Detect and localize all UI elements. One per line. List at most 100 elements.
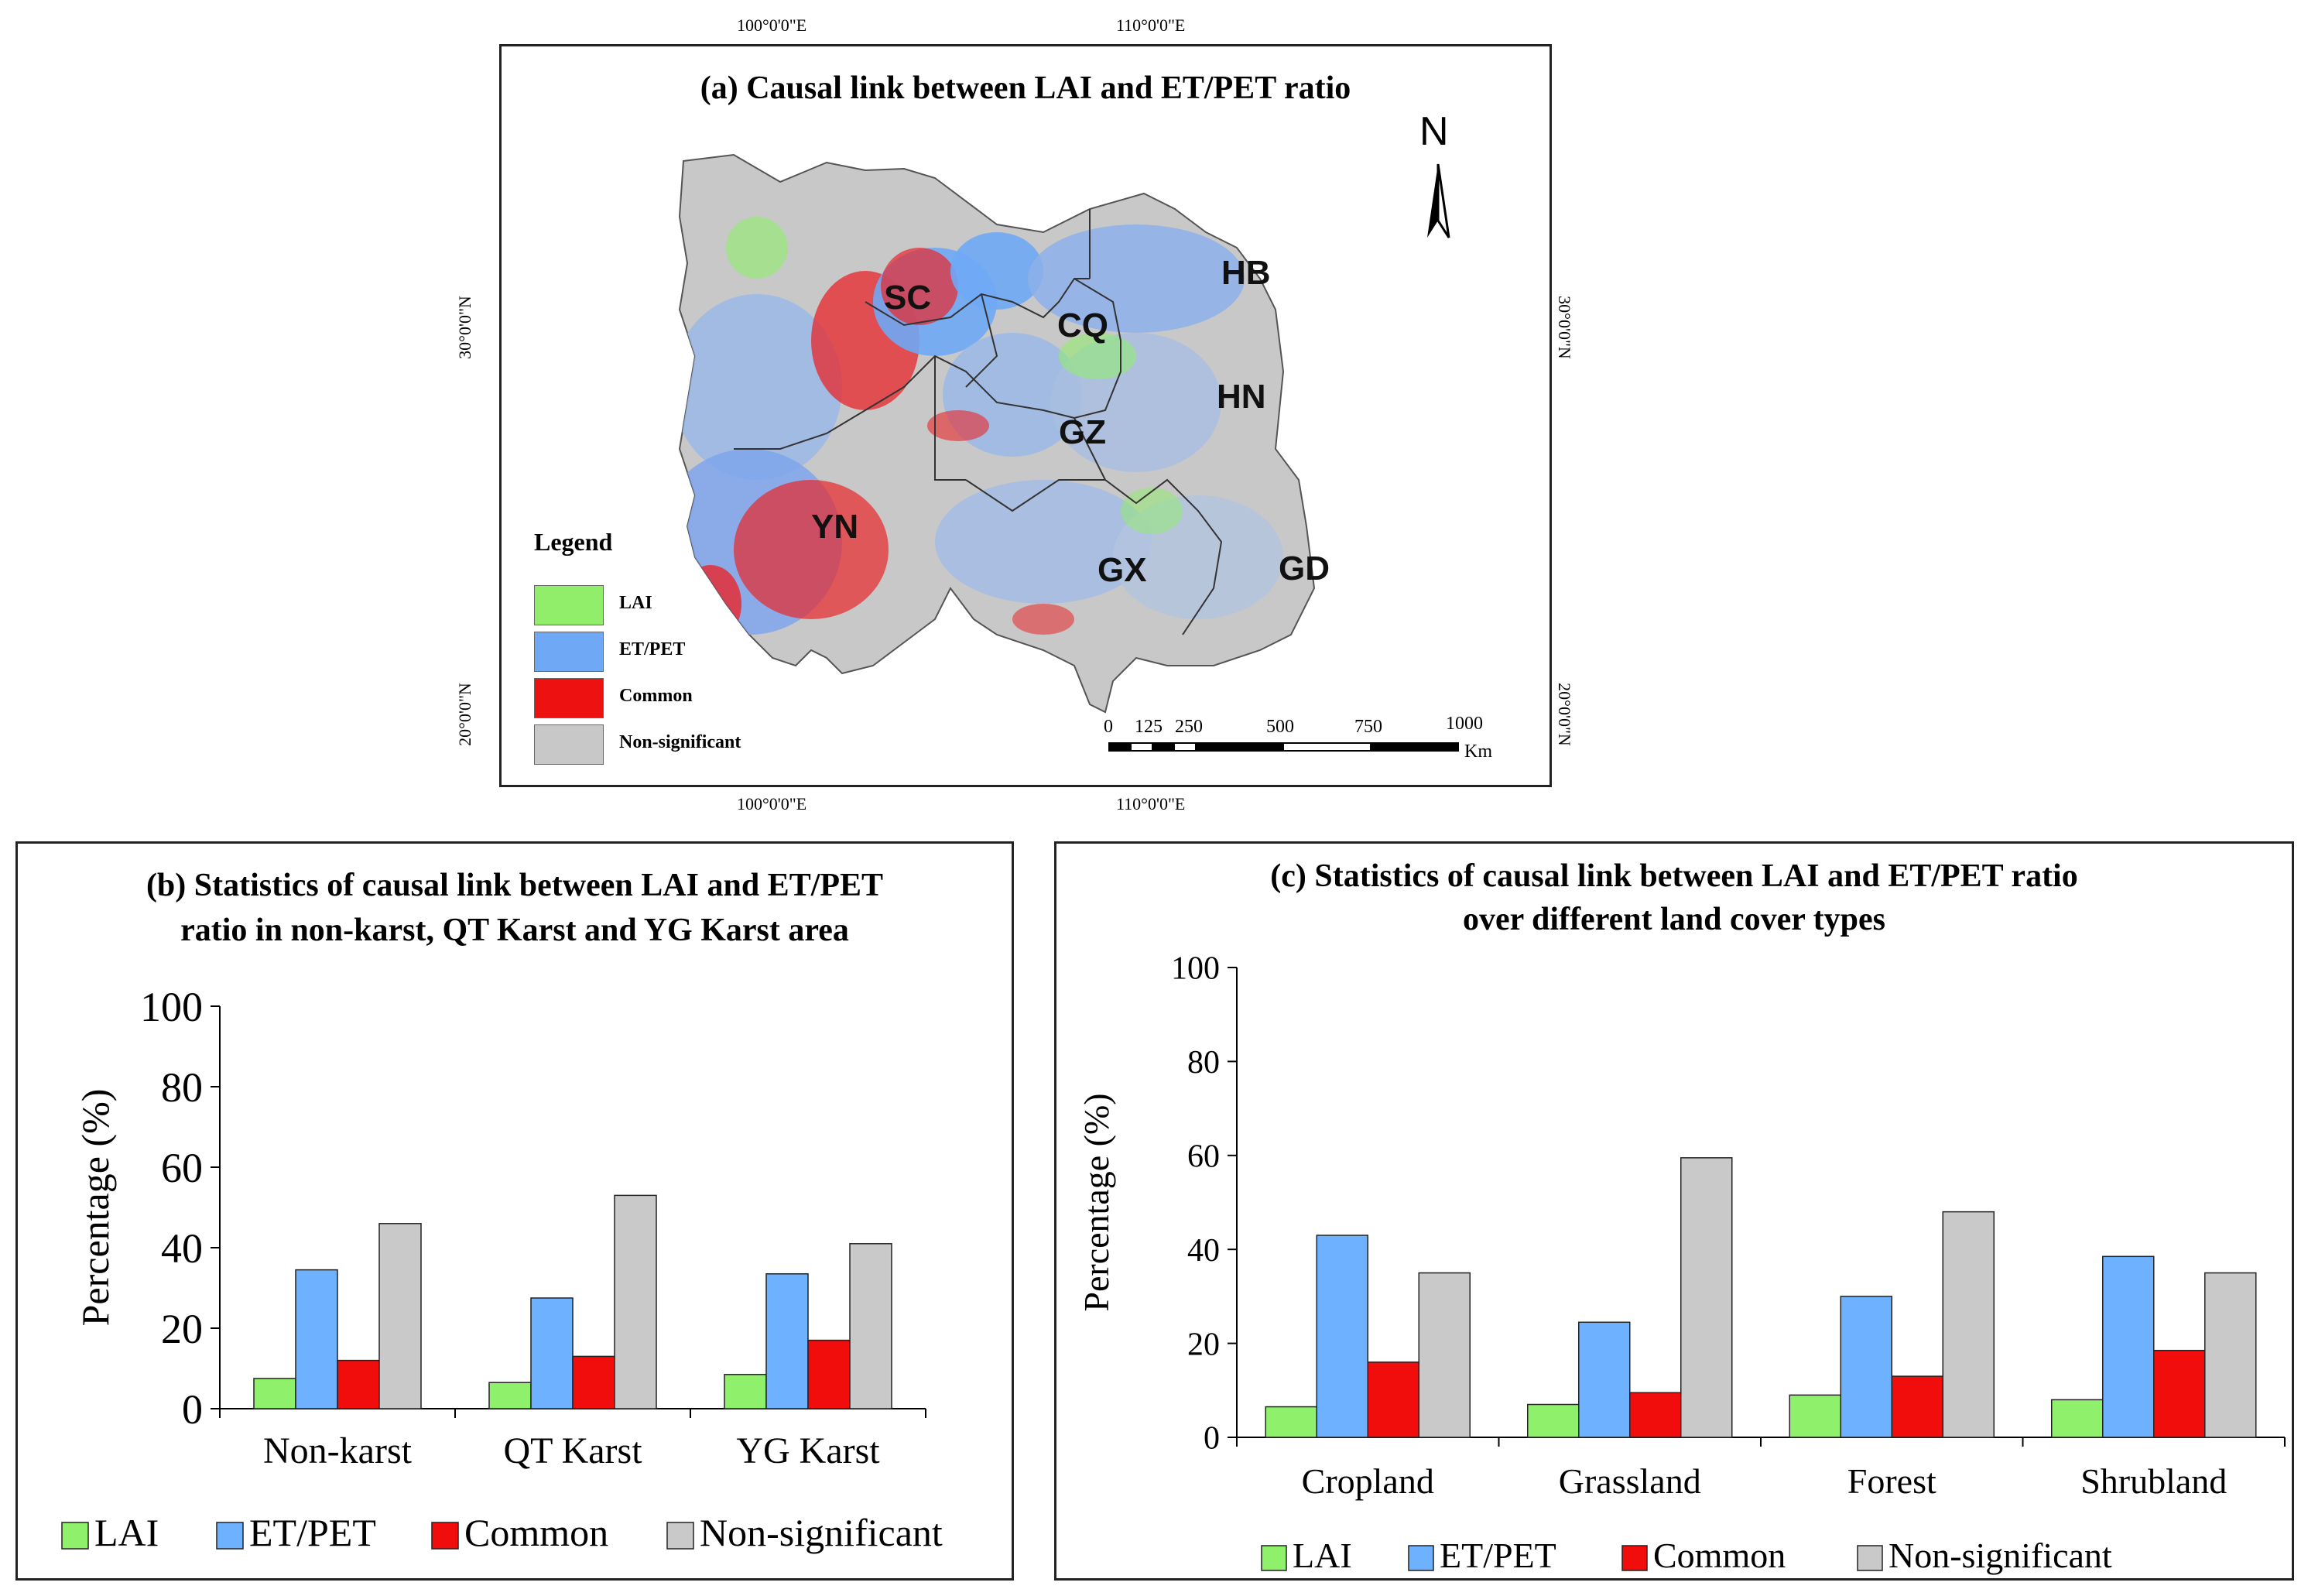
chart-b-legend-swatch bbox=[61, 1522, 89, 1550]
chart-b-legend-label: Common bbox=[464, 1511, 608, 1554]
chart-b-y-tick-label: 20 bbox=[161, 1306, 203, 1352]
lat-label-right-top: 30°0'0"N bbox=[1554, 296, 1574, 359]
province-label-hb: HB bbox=[1221, 254, 1271, 292]
chart-c-y-tick-label: 60 bbox=[1187, 1139, 1220, 1175]
chart-b-legend-swatch bbox=[216, 1522, 244, 1550]
chart-b-y-tick-label: 80 bbox=[161, 1064, 203, 1111]
chart-c-bar-lai-4 bbox=[2051, 1399, 2104, 1438]
map-panel bbox=[499, 44, 1552, 787]
chart-c-bar-common-3 bbox=[1891, 1375, 1943, 1438]
lon-label-top-left: 100°0'0"E bbox=[737, 15, 807, 35]
map-legend-label-lai: LAI bbox=[619, 593, 652, 613]
chart-b-legend-label: Non-significant bbox=[700, 1511, 943, 1554]
chart-c-legend-label: Common bbox=[1653, 1536, 1786, 1575]
chart-b-bar-common-2 bbox=[572, 1355, 615, 1409]
chart-b-title-line-2: ratio in non-karst, QT Karst and YG Kars… bbox=[180, 913, 849, 948]
chart-c-bar-non-significant-2 bbox=[1680, 1157, 1733, 1438]
chart-c-y-tick-label: 20 bbox=[1187, 1327, 1220, 1362]
chart-b-y-tick-label: 0 bbox=[182, 1386, 203, 1433]
lat-label-right-bottom: 20°0'0"N bbox=[1554, 683, 1574, 746]
scale-tick-125: 125 bbox=[1135, 717, 1163, 737]
province-label-cq: CQ bbox=[1057, 307, 1108, 344]
chart-b-bar-non-significant-3 bbox=[849, 1243, 892, 1409]
chart-b-bar-common-3 bbox=[807, 1339, 851, 1409]
chart-b-title-line-1: (b) Statistics of causal link between LA… bbox=[146, 868, 884, 903]
chart-c-legend-label: LAI bbox=[1293, 1536, 1352, 1575]
scale-tick-250: 250 bbox=[1175, 717, 1203, 737]
chart-c-y-tick-label: 40 bbox=[1187, 1233, 1220, 1269]
map-legend-label-common: Common bbox=[619, 686, 693, 706]
chart-b-bar-lai-1 bbox=[253, 1378, 296, 1409]
chart-b-bar-et-pet-1 bbox=[295, 1269, 338, 1409]
chart-c-bar-et-pet-3 bbox=[1840, 1296, 1892, 1438]
chart-b-legend-label: ET/PET bbox=[249, 1511, 376, 1554]
chart-c-bar-et-pet-2 bbox=[1578, 1321, 1631, 1438]
chart-c-bar-lai-1 bbox=[1265, 1406, 1317, 1438]
lon-label-bottom-left: 100°0'0"E bbox=[737, 794, 807, 813]
chart-c-bar-lai-3 bbox=[1789, 1394, 1841, 1438]
province-label-gz: GZ bbox=[1059, 413, 1107, 451]
map-canvas bbox=[678, 153, 1459, 752]
chart-c-title-line-2: over different land cover types bbox=[1463, 902, 1885, 937]
province-label-hn: HN bbox=[1217, 378, 1266, 416]
chart-b-legend-swatch bbox=[431, 1522, 459, 1550]
chart-c-category-label: Forest bbox=[1847, 1461, 1936, 1501]
map-area: (a) Causal link between LAI and ET/PET r… bbox=[502, 46, 1550, 785]
chart-c-bar-non-significant-3 bbox=[1942, 1211, 1995, 1438]
chart-b-bar-lai-3 bbox=[724, 1374, 767, 1409]
chart-c-legend-swatch bbox=[1621, 1545, 1648, 1571]
chart-b-bar-et-pet-2 bbox=[530, 1297, 574, 1409]
chart-b-y-tick-label: 60 bbox=[161, 1145, 203, 1191]
province-boundaries bbox=[734, 209, 1223, 635]
lat-label-left-top: 30°0'0"N bbox=[454, 296, 474, 359]
chart-b-y-label: Percentage (%) bbox=[74, 1089, 117, 1327]
chart-b-bar-non-significant-1 bbox=[378, 1223, 422, 1409]
map-legend-label-etpet: ET/PET bbox=[619, 639, 686, 659]
chart-b-bar-et-pet-3 bbox=[765, 1273, 809, 1409]
chart-b-y-tick-label: 40 bbox=[161, 1225, 203, 1272]
chart-c-y-label: Percentage (%) bbox=[1077, 1093, 1116, 1311]
chart-b-bar-common-1 bbox=[337, 1359, 380, 1409]
chart-c-y-tick-label: 80 bbox=[1187, 1045, 1220, 1081]
chart-b-legend-swatch bbox=[666, 1522, 694, 1550]
province-label-gx: GX bbox=[1097, 551, 1147, 589]
scale-bar bbox=[1108, 742, 1459, 752]
chart-c-category-label: Grassland bbox=[1559, 1461, 1701, 1501]
chart-b-y-tick-label: 100 bbox=[140, 984, 203, 1030]
chart-c-legend-label: ET/PET bbox=[1440, 1536, 1556, 1575]
map-legend-swatch-etpet bbox=[534, 632, 604, 672]
map-legend-swatch-common bbox=[534, 678, 604, 718]
map-legend-title: Legend bbox=[534, 528, 613, 556]
scale-tick-500: 500 bbox=[1266, 717, 1294, 737]
map-legend-swatch-nonsig bbox=[534, 724, 604, 765]
chart-c-bar-lai-2 bbox=[1527, 1403, 1580, 1438]
chart-c-legend-label: Non-significant bbox=[1889, 1536, 2112, 1575]
map-legend-swatch-lai bbox=[534, 585, 604, 625]
north-arrow bbox=[1427, 163, 1450, 238]
chart-c-category-label: Shrubland bbox=[2080, 1461, 2227, 1501]
lon-label-bottom-right: 110°0'0"E bbox=[1116, 794, 1186, 813]
lon-label-top-right: 110°0'0"E bbox=[1116, 15, 1186, 35]
chart-c-bar-common-2 bbox=[1629, 1392, 1682, 1438]
chart-c: 0 20 40 60 80 100 Percentage (%) Cropland Grassl… bbox=[1077, 951, 2286, 1575]
chart-b-panel bbox=[15, 841, 1014, 1581]
chart-c-bar-common-4 bbox=[2153, 1349, 2206, 1438]
north-label: N bbox=[1419, 109, 1449, 154]
scale-tick-0: 0 bbox=[1104, 717, 1113, 737]
scale-tick-750: 750 bbox=[1354, 717, 1382, 737]
chart-c-y-tick-label: 100 bbox=[1171, 951, 1220, 987]
chart-c-bar-common-1 bbox=[1367, 1361, 1419, 1438]
province-label-gd: GD bbox=[1279, 550, 1330, 587]
chart-c-bar-et-pet-1 bbox=[1316, 1235, 1368, 1438]
chart-b-bar-non-significant-2 bbox=[614, 1194, 657, 1409]
chart-c-title-line-1: (c) Statistics of causal link between LA… bbox=[1270, 858, 2078, 894]
chart-c-bar-et-pet-4 bbox=[2102, 1255, 2155, 1438]
chart-c-y-tick-label: 0 bbox=[1204, 1421, 1220, 1457]
chart-b-legend-label: LAI bbox=[94, 1511, 159, 1554]
lat-label-left-bottom: 20°0'0"N bbox=[454, 683, 474, 746]
chart-c-legend-swatch bbox=[1261, 1545, 1287, 1571]
chart-b: 0 20 40 60 80 100 Percentage (%) Non-karst QT Ka… bbox=[61, 984, 943, 1554]
chart-b-category-label: Non-karst bbox=[263, 1430, 413, 1471]
chart-c-legend-swatch bbox=[1857, 1545, 1883, 1571]
map-title: (a) Causal link between LAI and ET/PET r… bbox=[700, 70, 1351, 106]
